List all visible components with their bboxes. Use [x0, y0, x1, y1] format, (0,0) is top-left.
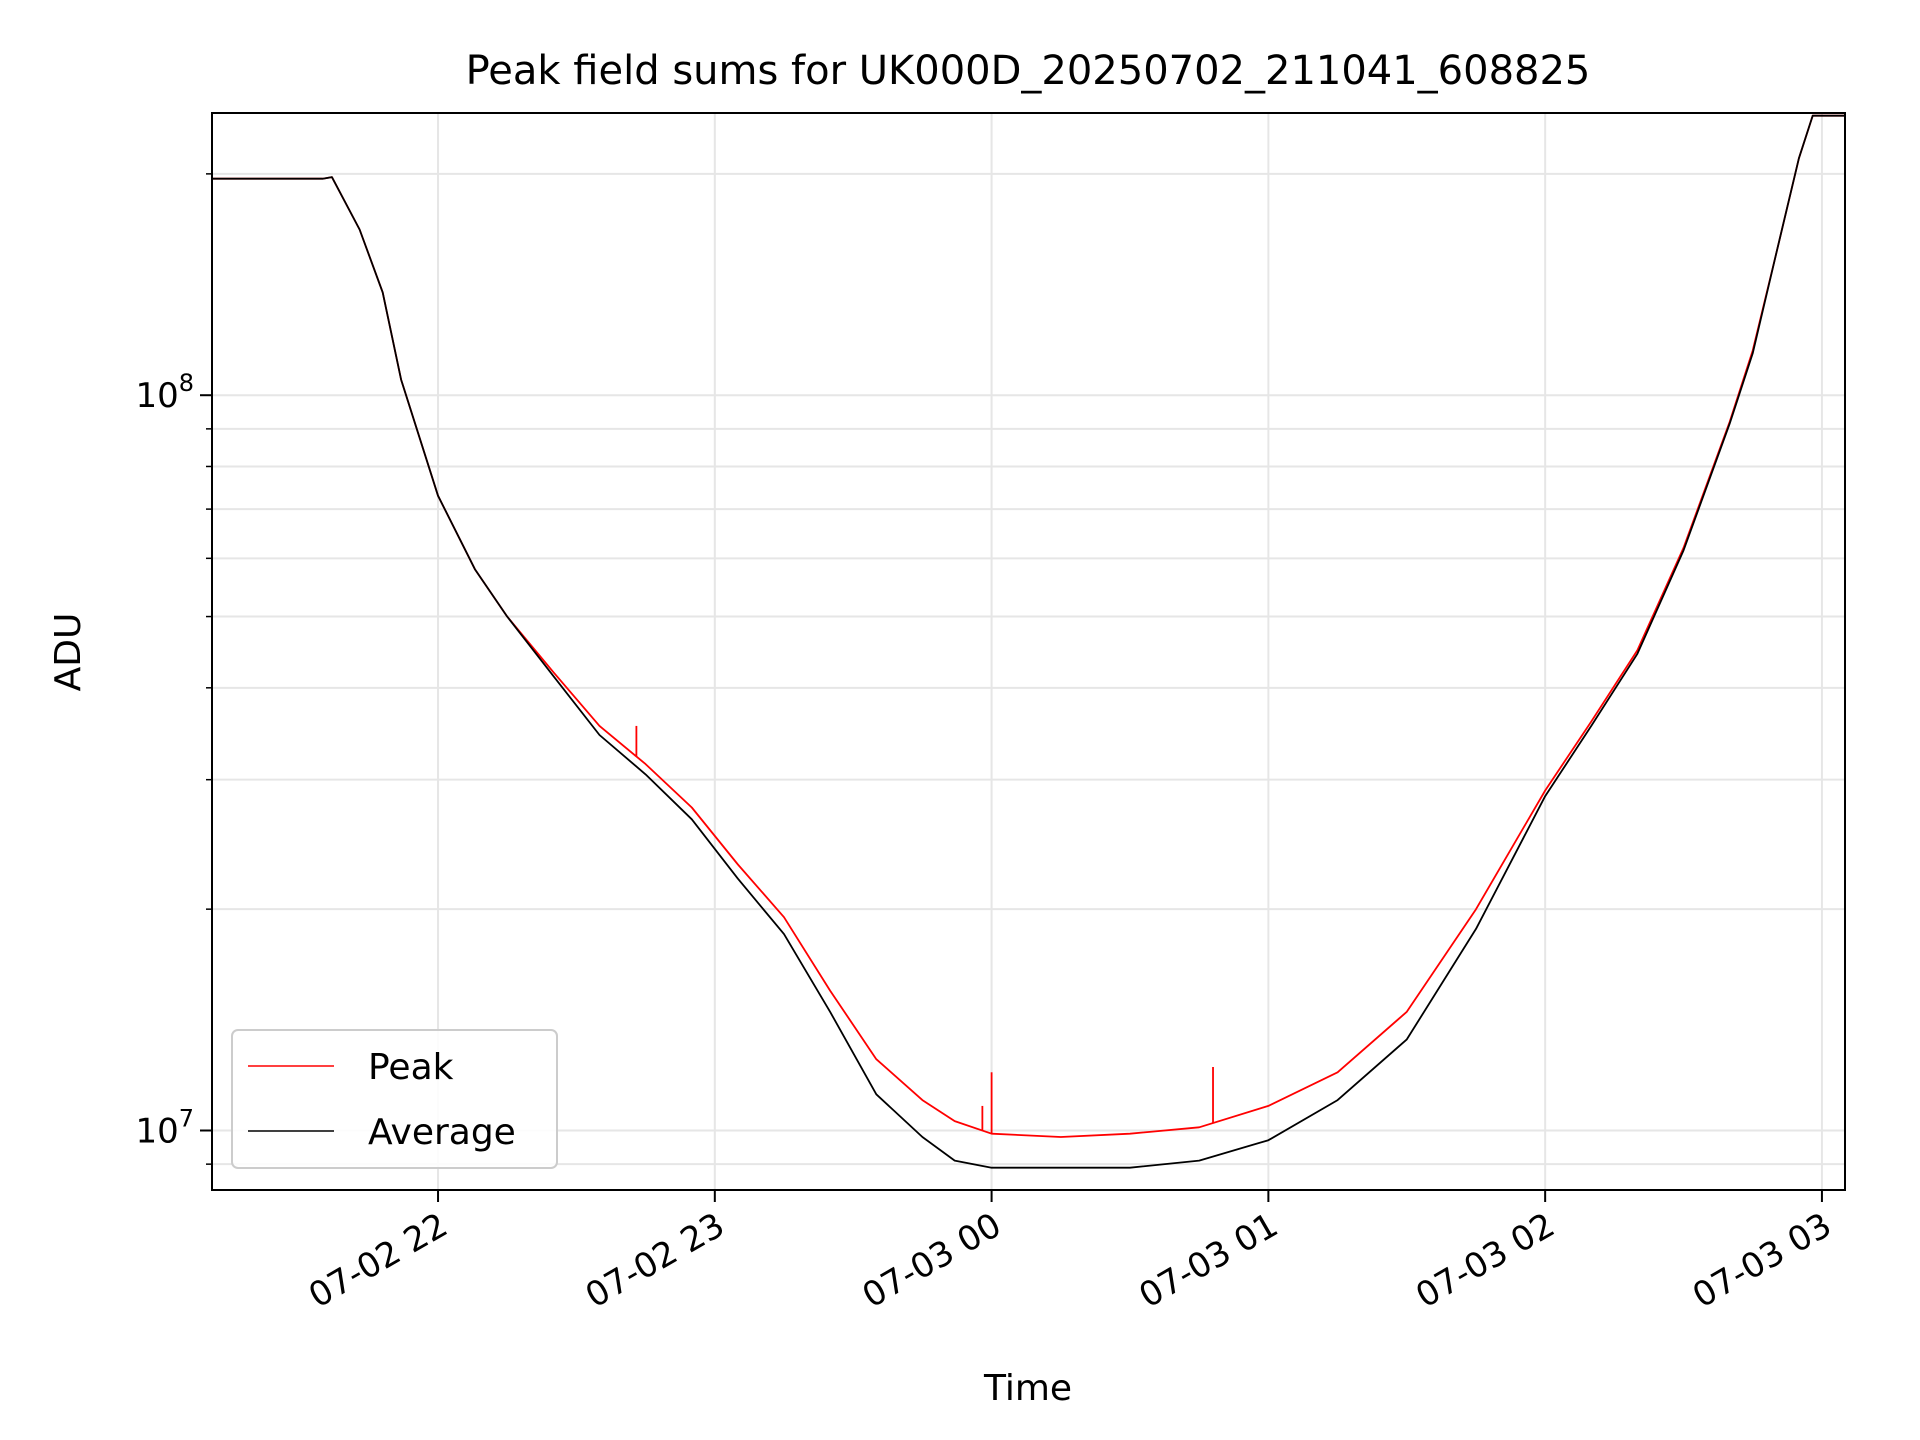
- plot-lines: [212, 114, 1845, 1169]
- chart-title: Peak field sums for UK000D_20250702_2110…: [466, 48, 1591, 94]
- y-tick-label: 108: [135, 369, 194, 416]
- y-axis-label: ADU: [48, 613, 89, 692]
- series-line-average: [212, 114, 1845, 1169]
- legend: Peak Average: [231, 1029, 558, 1169]
- legend-box: [231, 1029, 558, 1169]
- y-tick-label: 107: [135, 1104, 194, 1151]
- legend-average-label: Average: [368, 1112, 516, 1153]
- y-axis-ticks: 107 108: [135, 173, 212, 1165]
- legend-peak-label: Peak: [368, 1047, 454, 1088]
- axes-frame: [211, 112, 1846, 1191]
- x-axis-label: Time: [983, 1368, 1072, 1409]
